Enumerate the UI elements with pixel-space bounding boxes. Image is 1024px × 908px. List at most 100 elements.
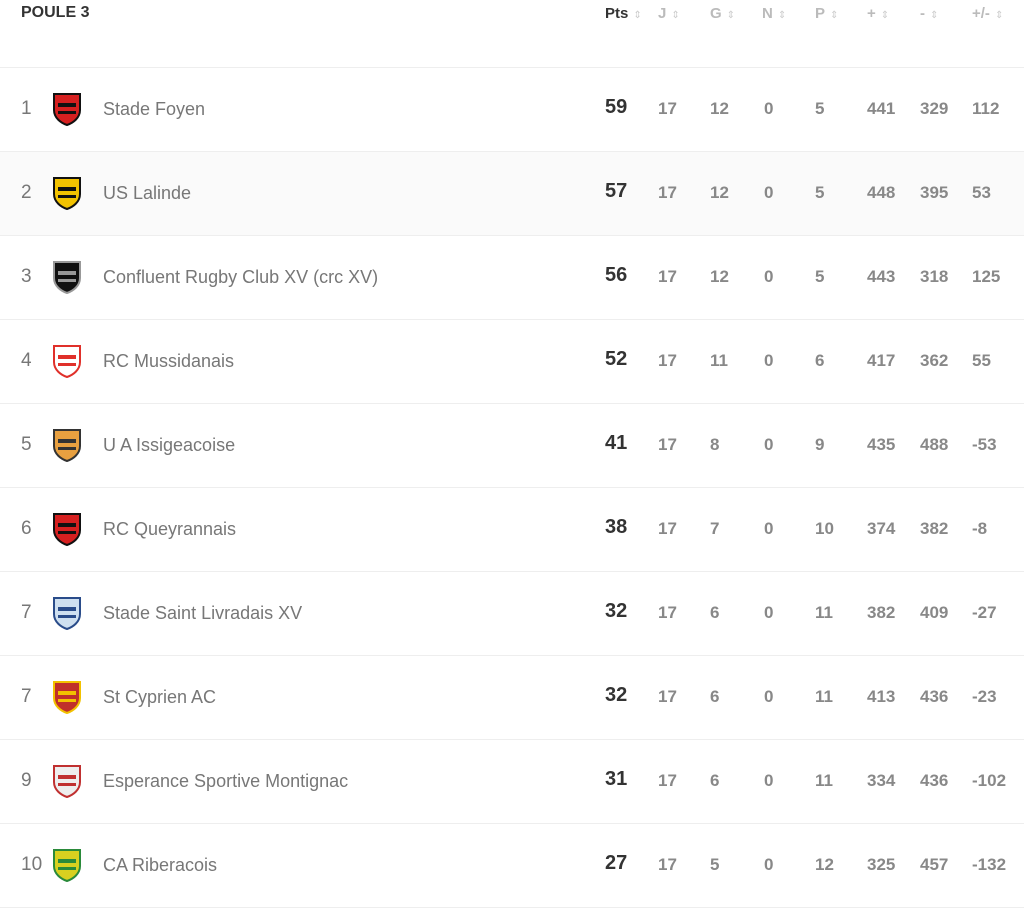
stat-5: 374 xyxy=(867,519,896,538)
rank: 1 xyxy=(21,98,32,119)
stat-1: 17 xyxy=(658,267,677,286)
table-header: POULE 3 Pts ⇕ J ⇕ G ⇕ N ⇕ P ⇕ + ⇕ - ⇕ +/- ⇕ xyxy=(0,0,1024,68)
stat-0: 57 xyxy=(605,180,628,202)
column-header-5[interactable]: + ⇕ xyxy=(867,5,889,22)
table-row[interactable]: 9 Esperance Sportive Montignac 31 17 6 0 11 33… xyxy=(0,740,1024,824)
stat-5: 448 xyxy=(867,183,896,202)
column-label: +/- xyxy=(972,5,990,22)
stat-4: 5 xyxy=(815,99,825,118)
sort-icon[interactable]: ⇕ xyxy=(994,10,1004,21)
stat-0: 41 xyxy=(605,432,628,454)
stat-0: 27 xyxy=(605,852,628,874)
stat-4: 11 xyxy=(815,771,833,790)
team-name[interactable]: RC Mussidanais xyxy=(103,351,235,371)
column-header-6[interactable]: - ⇕ xyxy=(920,5,938,22)
team-logo-icon xyxy=(53,513,81,546)
team-logo-icon xyxy=(53,429,81,462)
table-row[interactable]: 6 RC Queyrannais 38 17 7 0 10 374 382 -8 xyxy=(0,488,1024,572)
team-name[interactable]: Esperance Sportive Montignac xyxy=(103,771,349,791)
column-label: J xyxy=(658,5,667,22)
stat-2: 8 xyxy=(710,435,720,454)
sort-icon[interactable]: ⇕ xyxy=(777,10,787,21)
stat-5: 334 xyxy=(867,771,896,790)
team-name[interactable]: U A Issigeacoise xyxy=(103,435,236,455)
stat-7: 112 xyxy=(972,99,1000,118)
stat-6: 457 xyxy=(920,855,949,874)
stat-1: 17 xyxy=(658,855,677,874)
stat-2: 6 xyxy=(710,603,720,622)
team-logo-icon xyxy=(53,681,81,714)
sort-icon[interactable]: ⇕ xyxy=(930,10,939,21)
stat-7: 55 xyxy=(972,351,991,370)
team-logo-icon xyxy=(53,93,81,126)
stat-4: 11 xyxy=(815,603,833,622)
stat-3: 0 xyxy=(764,99,774,118)
sort-icon[interactable]: ⇕ xyxy=(726,10,736,21)
stat-0: 56 xyxy=(605,264,628,286)
stat-6: 395 xyxy=(920,183,949,202)
sort-icon[interactable]: ⇕ xyxy=(880,10,890,21)
table-row[interactable]: 2 US Lalinde 57 17 12 0 5 448 395 53 xyxy=(0,152,1024,236)
team-name[interactable]: RC Queyrannais xyxy=(103,519,237,539)
rank: 7 xyxy=(21,686,32,707)
stat-5: 413 xyxy=(867,687,896,706)
team-name[interactable]: St Cyprien AC xyxy=(103,687,217,707)
stat-6: 329 xyxy=(920,99,949,118)
stat-6: 436 xyxy=(920,687,949,706)
sort-icon[interactable]: ⇕ xyxy=(633,10,642,21)
team-logo-icon xyxy=(53,765,81,798)
stat-1: 17 xyxy=(658,99,677,118)
stat-1: 17 xyxy=(658,603,677,622)
column-header-3[interactable]: N ⇕ xyxy=(762,5,786,22)
stat-7: 53 xyxy=(972,183,991,202)
stat-3: 0 xyxy=(764,771,774,790)
column-header-2[interactable]: G ⇕ xyxy=(710,5,735,22)
stat-5: 417 xyxy=(867,351,896,370)
team-name[interactable]: Confluent Rugby Club XV (crc XV) xyxy=(103,267,379,287)
table-row[interactable]: 7 St Cyprien AC 32 17 6 0 11 413 436 -23 xyxy=(0,656,1024,740)
team-logo-icon xyxy=(53,177,81,210)
team-logo-icon xyxy=(53,597,81,630)
stat-7: -8 xyxy=(972,519,988,538)
rank: 3 xyxy=(21,266,32,287)
table-row[interactable]: 4 RC Mussidanais 52 17 11 0 6 417 362 55 xyxy=(0,320,1024,404)
team-logo-icon xyxy=(53,849,81,882)
sort-icon[interactable]: ⇕ xyxy=(830,10,839,21)
stat-2: 5 xyxy=(710,855,720,874)
stat-2: 12 xyxy=(710,267,729,286)
sort-icon[interactable]: ⇕ xyxy=(671,10,680,21)
team-name[interactable]: US Lalinde xyxy=(103,183,192,203)
column-label: G xyxy=(710,5,722,22)
column-header-1[interactable]: J ⇕ xyxy=(658,5,680,22)
column-label: Pts xyxy=(605,5,629,22)
column-header-0[interactable]: Pts ⇕ xyxy=(605,5,642,22)
stat-2: 12 xyxy=(710,99,729,118)
team-logo-icon xyxy=(53,345,81,378)
team-name[interactable]: CA Riberacois xyxy=(103,855,218,875)
stat-7: 125 xyxy=(972,267,1001,286)
stat-3: 0 xyxy=(764,603,774,622)
table-row[interactable]: 7 Stade Saint Livradais XV 32 17 6 0 11 382 409… xyxy=(0,572,1024,656)
column-label: + xyxy=(867,5,876,22)
stat-2: 7 xyxy=(710,519,720,538)
table-row[interactable]: 1 Stade Foyen 59 17 12 0 5 441 329 112 xyxy=(0,68,1024,152)
column-header-7[interactable]: +/- ⇕ xyxy=(972,5,1003,22)
stat-0: 52 xyxy=(605,348,628,370)
stat-1: 17 xyxy=(658,183,677,202)
stat-4: 11 xyxy=(815,687,833,706)
table-row[interactable]: 5 U A Issigeacoise 41 17 8 0 9 435 488 -53 xyxy=(0,404,1024,488)
stat-0: 32 xyxy=(605,684,628,706)
table-row[interactable]: 10 CA Riberacois 27 17 5 0 12 325 457 -132 xyxy=(0,824,1024,908)
stat-5: 325 xyxy=(867,855,896,874)
stat-3: 0 xyxy=(764,435,774,454)
team-name[interactable]: Stade Foyen xyxy=(103,99,206,119)
stat-7: -27 xyxy=(972,603,997,622)
stat-0: 38 xyxy=(605,516,628,538)
stat-6: 362 xyxy=(920,351,949,370)
column-header-4[interactable]: P ⇕ xyxy=(815,5,838,22)
stat-6: 488 xyxy=(920,435,949,454)
stat-4: 9 xyxy=(815,435,825,454)
team-name[interactable]: Stade Saint Livradais XV xyxy=(103,603,303,623)
table-row[interactable]: 3 Confluent Rugby Club XV (crc XV) 56 17 12… xyxy=(0,236,1024,320)
stat-6: 382 xyxy=(920,519,949,538)
